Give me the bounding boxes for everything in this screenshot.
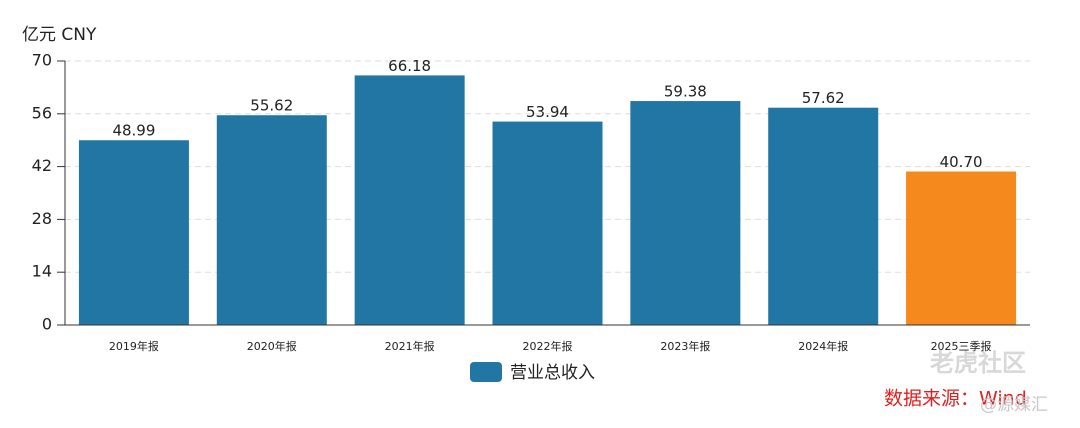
y-tick-label: 14 [32,262,52,281]
y-tick-label: 56 [32,103,52,122]
bar [492,121,603,325]
x-tick-label: 2021年报 [385,339,435,353]
bar [78,140,189,325]
y-tick-label: 0 [42,315,52,334]
y-tick-label: 70 [32,51,52,70]
y-tick-label: 28 [32,209,52,228]
x-tick-label: 2022年报 [523,339,573,353]
bar [354,75,465,325]
x-tick-label: 2023年报 [660,339,710,353]
value-label: 48.99 [112,122,155,140]
value-label: 66.18 [388,57,431,75]
x-tick-label: 2019年报 [109,339,159,353]
watermark: @源媒汇 [980,395,1048,415]
value-label: 55.62 [250,97,293,115]
bar [768,107,879,326]
value-label: 53.94 [526,103,569,121]
legend-label: 营业总收入 [510,363,595,383]
bar [630,101,741,325]
legend-swatch [470,362,502,382]
bar [906,171,1017,325]
source-note: 数据来源：Wind [884,388,1027,410]
value-label: 40.70 [940,153,983,171]
bar [216,115,327,325]
y-axis-unit: 亿元 CNY [22,25,97,45]
x-tick-label: 2024年报 [798,339,848,353]
value-label: 59.38 [664,83,707,101]
x-tick-label: 2020年报 [247,339,297,353]
watermark: 老虎社区 [930,349,1026,377]
value-label: 57.62 [802,89,845,107]
x-tick-label: 2025三季报 [931,339,992,353]
y-tick-label: 42 [32,156,52,175]
